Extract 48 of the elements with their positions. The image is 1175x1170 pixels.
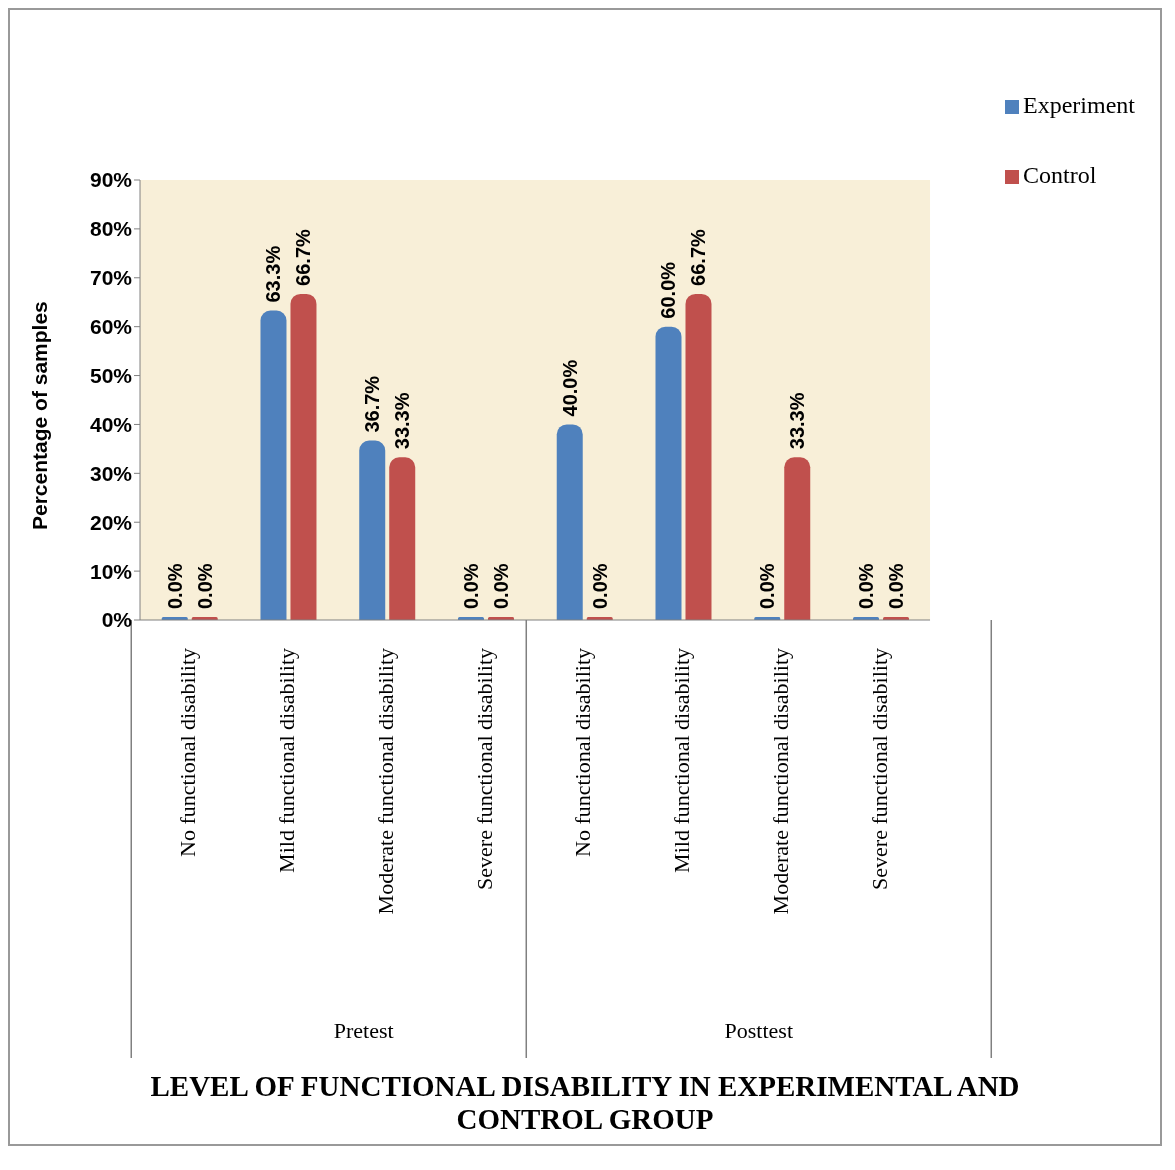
- text: LEVEL OF FUNCTIONAL DISABILITY IN EXPERIMENTAL AND CONTROL GROUP: [149, 1070, 1021, 1137]
- bar: [685, 293, 712, 620]
- y-tick-label: 80%: [89, 217, 133, 241]
- data-label: 0.0%: [588, 563, 611, 609]
- data-label: 0.0%: [163, 563, 186, 609]
- data-label: 66.7%: [687, 228, 710, 286]
- text: Posttest: [724, 1018, 793, 1043]
- data-label: 0.0%: [885, 563, 907, 609]
- x-tick-label: Severe functional disability: [866, 648, 892, 890]
- data-label: 0.0%: [459, 563, 482, 609]
- y-tick-label: 10%: [89, 559, 133, 583]
- data-label: 66.7%: [292, 228, 315, 286]
- data-label: 0.0%: [489, 563, 512, 609]
- y-tick-label: 0%: [101, 608, 133, 632]
- legend-label: Experiment: [1023, 92, 1135, 118]
- y-tick-label: 20%: [89, 510, 133, 534]
- data-label: 40.0%: [558, 359, 581, 417]
- x-tick-label: Severe functional disability: [471, 648, 497, 890]
- y-tick-label: 60%: [89, 315, 133, 339]
- data-label: 0.0%: [756, 563, 779, 609]
- y-tick-label: 90%: [89, 168, 133, 192]
- data-label: 60.0%: [657, 261, 680, 319]
- y-tick-label: 70%: [89, 266, 133, 290]
- y-tick-label: 50%: [89, 364, 133, 388]
- x-tick-label: Moderate functional disability: [767, 648, 793, 915]
- x-tick-label: Mild functional disability: [669, 648, 695, 873]
- x-tick-label: No functional disability: [570, 648, 596, 857]
- bar: [556, 424, 583, 620]
- data-label: 36.7%: [361, 375, 384, 433]
- y-tick-label: 30%: [89, 461, 133, 485]
- bar: [359, 440, 386, 620]
- y-tick-label: 40%: [89, 412, 133, 436]
- data-label: 63.3%: [262, 245, 285, 303]
- y-axis-title: Percentage of samples: [28, 301, 52, 530]
- x-tick-label: Moderate functional disability: [372, 648, 398, 915]
- bar: [290, 293, 317, 620]
- bar: [655, 326, 682, 620]
- bar: [389, 457, 416, 620]
- bar: [784, 457, 811, 620]
- data-label: 33.3%: [391, 392, 414, 450]
- x-tick-label: Mild functional disability: [274, 648, 300, 873]
- data-label: 33.3%: [786, 392, 809, 450]
- text: Pretest: [333, 1018, 394, 1043]
- data-label: 0.0%: [193, 563, 216, 609]
- data-label: 0.0%: [855, 563, 877, 609]
- x-tick-label: No functional disability: [175, 648, 201, 857]
- legend-label: Control: [1023, 162, 1097, 188]
- bar: [260, 310, 287, 620]
